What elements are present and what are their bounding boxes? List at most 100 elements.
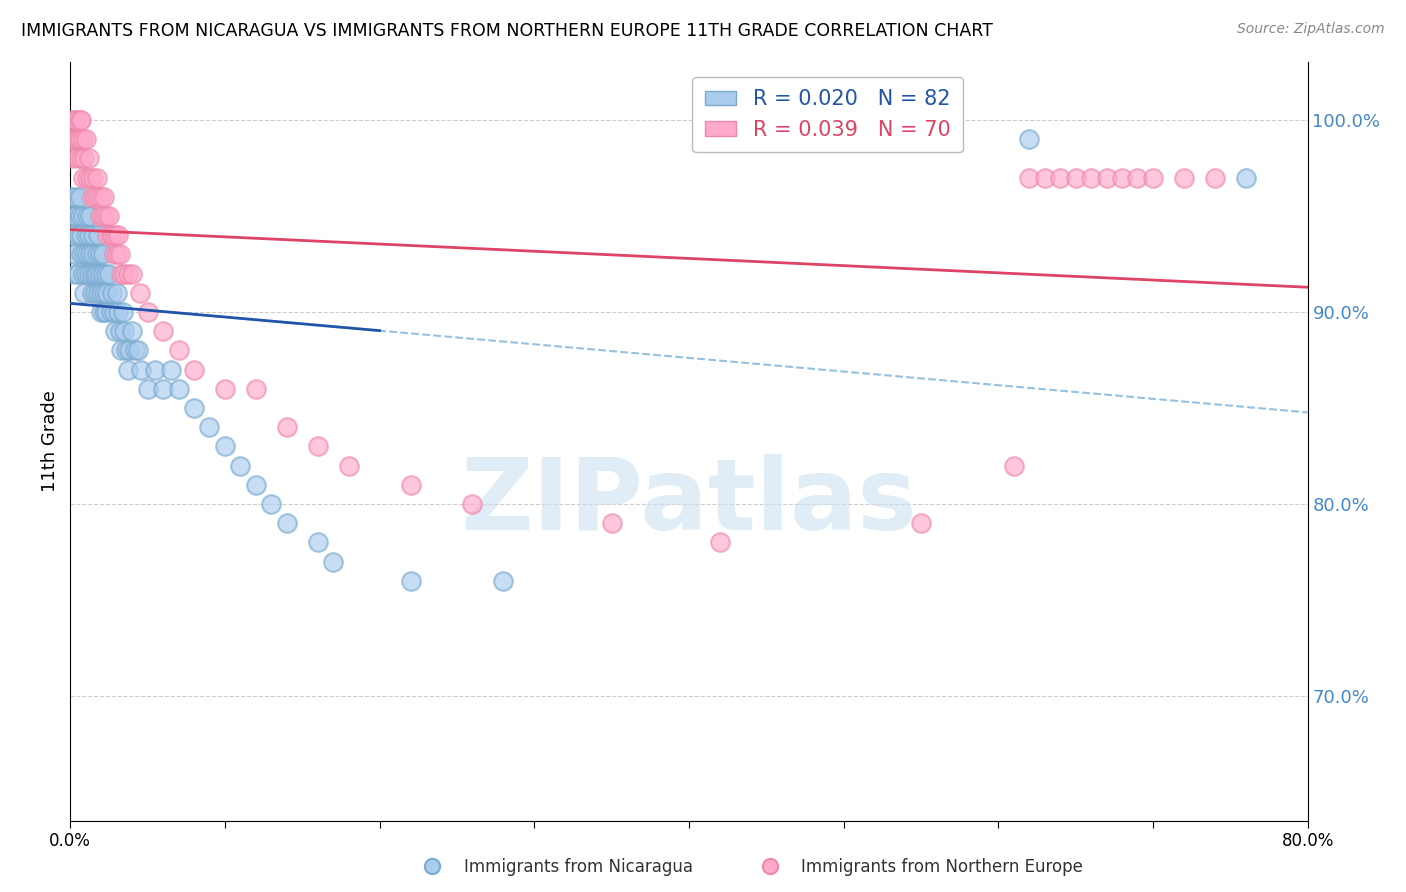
Point bbox=[76, 209, 98, 223]
Point bbox=[91, 209, 114, 223]
Point bbox=[107, 305, 129, 319]
Point bbox=[107, 228, 129, 243]
Point bbox=[89, 209, 111, 223]
Point bbox=[87, 190, 110, 204]
Point bbox=[65, 113, 87, 128]
Point bbox=[79, 247, 101, 261]
Point bbox=[63, 132, 86, 146]
Point bbox=[94, 209, 117, 223]
Point bbox=[62, 228, 84, 243]
Point bbox=[73, 247, 96, 261]
Point bbox=[63, 267, 86, 281]
Point bbox=[276, 516, 298, 530]
Point bbox=[60, 190, 83, 204]
Text: IMMIGRANTS FROM NICARAGUA VS IMMIGRANTS FROM NORTHERN EUROPE 11TH GRADE CORRELAT: IMMIGRANTS FROM NICARAGUA VS IMMIGRANTS … bbox=[21, 22, 993, 40]
Point bbox=[67, 228, 90, 243]
Point bbox=[229, 458, 252, 473]
Point bbox=[76, 170, 98, 185]
Point bbox=[77, 267, 100, 281]
Point bbox=[73, 285, 96, 300]
Point bbox=[103, 247, 125, 261]
Point bbox=[72, 170, 94, 185]
Point bbox=[114, 324, 135, 338]
Point bbox=[63, 113, 86, 128]
Point bbox=[167, 382, 190, 396]
Point bbox=[70, 152, 93, 166]
Point bbox=[86, 170, 108, 185]
Point bbox=[152, 382, 174, 396]
Point bbox=[72, 209, 94, 223]
Point bbox=[65, 132, 87, 146]
Text: Source: ZipAtlas.com: Source: ZipAtlas.com bbox=[1237, 22, 1385, 37]
Point bbox=[276, 420, 298, 434]
Point bbox=[80, 190, 103, 204]
Point bbox=[322, 554, 344, 568]
Point bbox=[79, 209, 101, 223]
Point bbox=[492, 574, 515, 588]
Point bbox=[124, 343, 146, 358]
Point bbox=[84, 190, 107, 204]
Point bbox=[260, 497, 283, 511]
Point bbox=[69, 132, 91, 146]
Point bbox=[910, 516, 932, 530]
Point bbox=[245, 477, 267, 491]
Point bbox=[114, 267, 135, 281]
Point bbox=[91, 267, 114, 281]
Point bbox=[80, 285, 103, 300]
Point bbox=[98, 209, 120, 223]
Point bbox=[422, 858, 444, 872]
Point bbox=[86, 267, 108, 281]
Point bbox=[62, 132, 84, 146]
Point bbox=[1033, 170, 1056, 185]
Point bbox=[63, 247, 86, 261]
Point bbox=[110, 343, 132, 358]
Point bbox=[461, 497, 484, 511]
Point bbox=[80, 267, 103, 281]
Point bbox=[709, 535, 731, 549]
Point bbox=[136, 305, 159, 319]
Point bbox=[70, 247, 93, 261]
Point bbox=[1018, 132, 1040, 146]
Point bbox=[90, 190, 112, 204]
Point bbox=[65, 209, 87, 223]
Point bbox=[82, 228, 105, 243]
Point bbox=[167, 343, 190, 358]
Point bbox=[1080, 170, 1102, 185]
Point bbox=[84, 267, 107, 281]
Point bbox=[94, 267, 117, 281]
Point bbox=[1234, 170, 1257, 185]
Point bbox=[399, 574, 422, 588]
Point bbox=[91, 247, 114, 261]
Point bbox=[87, 285, 110, 300]
Point bbox=[600, 516, 623, 530]
Point bbox=[60, 152, 83, 166]
Legend: R = 0.020   N = 82, R = 0.039   N = 70: R = 0.020 N = 82, R = 0.039 N = 70 bbox=[692, 77, 963, 152]
Point bbox=[127, 343, 149, 358]
Point bbox=[183, 362, 205, 376]
Point bbox=[1049, 170, 1071, 185]
Point bbox=[96, 285, 118, 300]
Point bbox=[75, 267, 97, 281]
Point bbox=[62, 113, 84, 128]
Point bbox=[93, 190, 115, 204]
Point bbox=[1018, 170, 1040, 185]
Point bbox=[307, 439, 329, 453]
Point bbox=[1095, 170, 1118, 185]
Point bbox=[337, 458, 360, 473]
Point bbox=[67, 152, 90, 166]
Point bbox=[1111, 170, 1133, 185]
Point bbox=[183, 401, 205, 415]
Point bbox=[1126, 170, 1149, 185]
Point bbox=[115, 343, 138, 358]
Point bbox=[108, 324, 131, 338]
Point bbox=[1064, 170, 1087, 185]
Point bbox=[117, 362, 139, 376]
Point bbox=[76, 247, 98, 261]
Point bbox=[198, 420, 221, 434]
Point bbox=[72, 267, 94, 281]
Point bbox=[65, 190, 87, 204]
Point bbox=[62, 209, 84, 223]
Point bbox=[87, 228, 110, 243]
Text: ZIPatlas: ZIPatlas bbox=[461, 454, 917, 550]
Point bbox=[93, 305, 115, 319]
